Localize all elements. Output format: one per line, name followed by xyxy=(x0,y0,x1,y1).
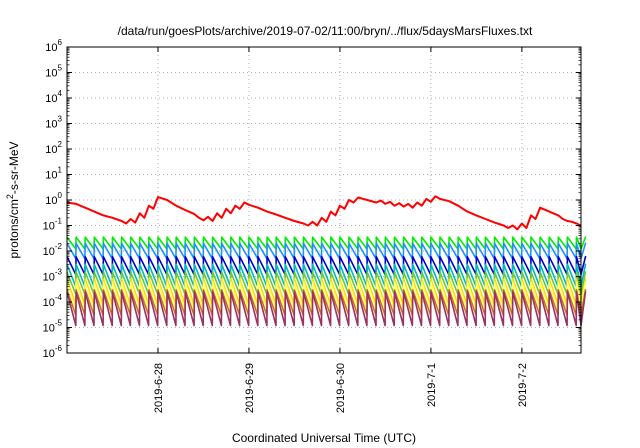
chart-title: /data/run/goesPlots/archive/2019-07-02/1… xyxy=(118,24,533,38)
y-axis-title-sup: 2 xyxy=(5,194,15,199)
y-tick-label: 106 xyxy=(45,38,62,54)
y-tick-label: 10-6 xyxy=(43,344,63,360)
y-tick-label: 10-2 xyxy=(43,242,63,258)
y-tick-label: 105 xyxy=(45,64,62,80)
series-line-4 xyxy=(66,255,587,276)
y-tick-label: 10-3 xyxy=(43,268,63,284)
y-axis-title-rest: -s-sr-MeV xyxy=(7,141,21,194)
x-tick-label: 2019-6-30 xyxy=(335,363,347,413)
y-tick-label: 103 xyxy=(45,115,62,131)
y-axis-ticks: 10-6 10-5 10-4 10-3 10-2 10-1 100 101 102 103 104 1… xyxy=(43,38,581,360)
series-layer xyxy=(66,195,587,327)
x-tick-label: 2019-7-2 xyxy=(517,363,529,407)
x-tick-label: 2019-6-28 xyxy=(153,363,165,413)
series-line-10 xyxy=(66,291,587,327)
x-axis-title: Coordinated Universal Time (UTC) xyxy=(232,431,416,445)
y-tick-label: 10-4 xyxy=(43,293,63,309)
series-line-2 xyxy=(66,236,587,250)
y-tick-label: 10-5 xyxy=(43,319,63,335)
x-axis-ticks: 2019-6-28 2019-6-29 2019-6-30 2019-7-1 2019-… xyxy=(153,47,529,413)
y-axis-title: protons/cm2-s-sr-MeV xyxy=(5,141,21,258)
x-tick-label: 2019-7-1 xyxy=(426,363,438,407)
series-line-3 xyxy=(66,242,587,260)
y-axis-title-base: protons/cm xyxy=(7,199,21,258)
grid-lines xyxy=(67,47,581,353)
y-tick-label: 102 xyxy=(45,140,62,156)
y-tick-label: 104 xyxy=(45,89,62,105)
y-tick-label: 10-1 xyxy=(43,217,63,233)
x-tick-label: 2019-6-29 xyxy=(244,363,256,413)
y-tick-label: 101 xyxy=(45,166,62,182)
series-line-1 xyxy=(66,195,582,231)
y-tick-label: 100 xyxy=(45,191,62,207)
